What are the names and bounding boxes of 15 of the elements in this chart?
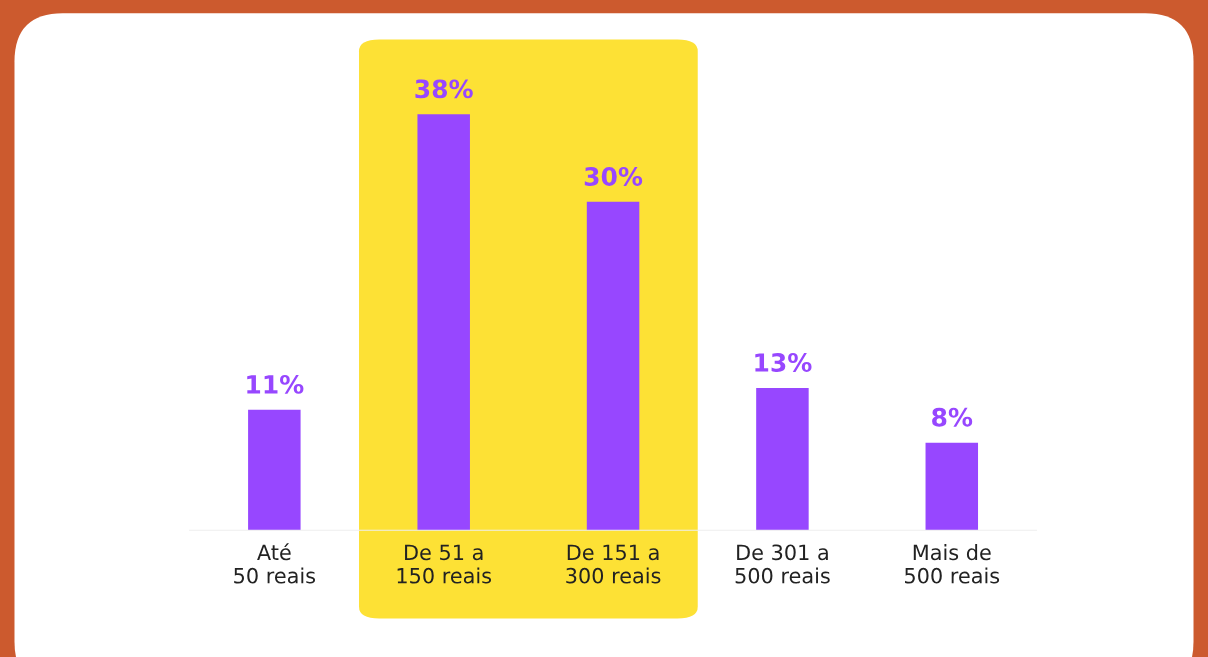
data-label: 13% (755, 353, 812, 372)
x-tick-label: Até 50 reais (234, 543, 316, 584)
data-label: 30% (584, 166, 643, 186)
data-label: 11% (247, 374, 304, 394)
data-label: 38% (415, 79, 473, 99)
x-tick-label: De 51 a 150 reais (397, 544, 492, 584)
bar (248, 409, 301, 531)
bar (756, 387, 809, 531)
x-tick-label: Mais de 500 reais (905, 544, 1000, 584)
x-tick-label: De 151 a 300 reais (566, 544, 661, 584)
bar (925, 442, 979, 531)
data-label: 8% (932, 407, 973, 427)
bar (417, 114, 470, 531)
bar (586, 201, 640, 531)
x-tick-label: De 301 a 500 reais (735, 544, 830, 584)
